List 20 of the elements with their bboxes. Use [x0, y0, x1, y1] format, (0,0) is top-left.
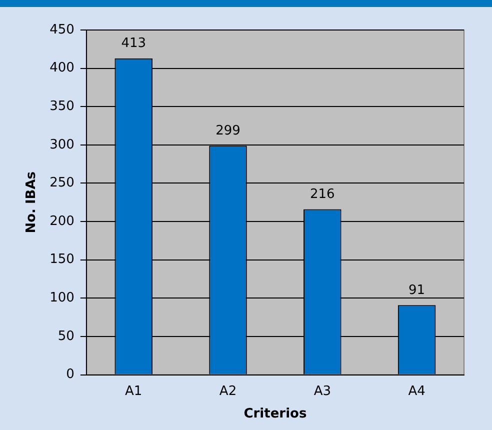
- x-tick-label: A1: [125, 384, 142, 399]
- x-axis-title: Criterios: [244, 406, 307, 422]
- y-tick-label: 150: [50, 252, 74, 268]
- y-tick-label: 0: [66, 367, 74, 382]
- y-tick-label: 100: [50, 290, 74, 306]
- y-axis-title: No. IBAs: [24, 171, 40, 234]
- y-tick-label: 400: [50, 60, 74, 76]
- data-label: 216: [310, 187, 335, 202]
- y-tick-label: 300: [50, 137, 74, 152]
- data-label: 413: [121, 36, 146, 52]
- x-tick-label: A3: [314, 384, 331, 399]
- y-tick-label: 450: [50, 22, 74, 38]
- y-tick-label: 50: [58, 328, 74, 344]
- y-tick-label: 250: [50, 176, 74, 191]
- y-tick-label: 200: [50, 214, 74, 229]
- x-tick-label: A2: [219, 384, 237, 399]
- data-label: 91: [408, 282, 426, 298]
- y-tick-label: 350: [50, 98, 74, 114]
- x-tick-label: A4: [408, 384, 426, 399]
- data-label: 299: [216, 124, 240, 139]
